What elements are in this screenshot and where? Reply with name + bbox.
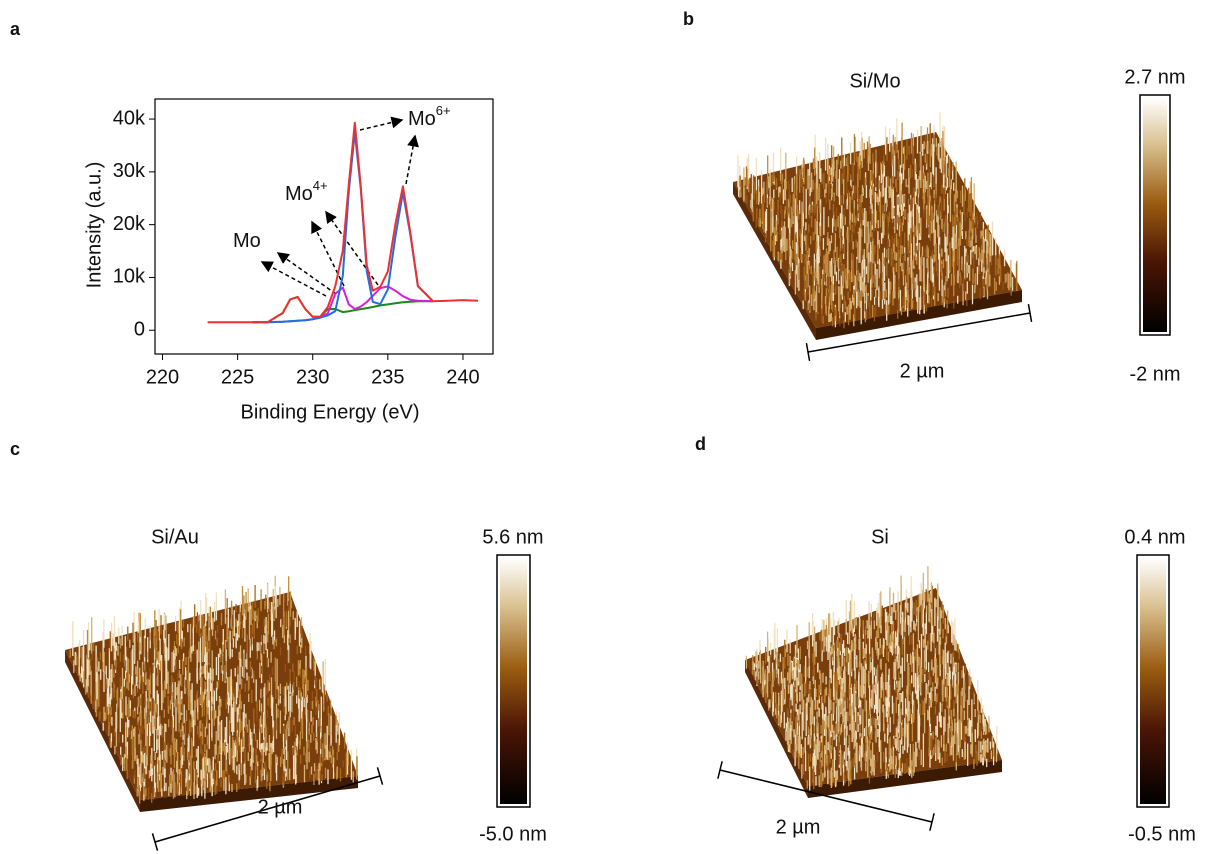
colorbar-max: 0.4 nm (1124, 526, 1185, 548)
panel-label: c (10, 439, 20, 459)
x-tick-label: 220 (146, 366, 179, 388)
colorbar-fill (1140, 558, 1166, 804)
scale-bar (719, 769, 933, 823)
plot-frame (154, 98, 494, 355)
afm-panel: Si/Mo 2 µm 2.7 nm -2 nm (733, 66, 1186, 385)
afm-edge (816, 290, 1022, 340)
colorbar-max: 2.7 nm (1124, 66, 1185, 88)
line-series (252, 285, 433, 324)
scale-bar-end (929, 813, 935, 831)
colorbar-min: -2 nm (1129, 363, 1180, 385)
afm-edge (745, 660, 808, 798)
y-tick-label: 20k (113, 213, 146, 235)
afm-panel: Si 2 µm 0.4 nm -0.5 nm (717, 526, 1196, 845)
scale-bar (807, 312, 1031, 353)
afm-spikes (745, 566, 998, 788)
y-tick-label: 0 (134, 319, 145, 341)
annotation: Mo4+ (285, 178, 328, 205)
x-tick-label: 230 (296, 366, 329, 388)
afm-panel: Si/Au 2 µm 5.6 nm -5.0 nm (65, 526, 547, 851)
scale-bar-end (376, 767, 384, 785)
colorbar-fill (1143, 98, 1167, 332)
y-tick-label: 10k (113, 266, 146, 288)
x-tick-label: 235 (371, 366, 404, 388)
arrow (405, 134, 419, 185)
scale-bar-end (805, 343, 811, 361)
x-axis-label: Binding Energy (eV) (241, 401, 420, 423)
afm-panels: Si/Mo 2 µm 2.7 nm -2 nm Si/Au 2 µm 5.6 nm -5.0 … (65, 66, 1196, 851)
scale-label: 2 µm (900, 360, 945, 382)
arrow (311, 220, 345, 287)
afm-spikes (137, 629, 344, 775)
afm-spikes (87, 593, 344, 800)
annotation: Mo6+ (408, 103, 451, 130)
panel-label: d (695, 434, 706, 454)
afm-edge (808, 760, 1002, 798)
line-series (252, 131, 434, 324)
afm-edge (140, 776, 358, 812)
annotation: Mo (233, 230, 261, 252)
y-axis-label: Intensity (a.u.) (83, 162, 105, 289)
panel-label: b (683, 9, 694, 29)
colorbar-min: -5.0 nm (479, 823, 547, 845)
y-tick-label: 30k (113, 160, 146, 182)
scale-bar (154, 775, 381, 843)
scale-label: 2 µm (776, 816, 821, 838)
x-tick-label: 240 (446, 366, 479, 388)
afm-title: Si/Au (151, 526, 199, 548)
arrow (325, 210, 379, 286)
scale-bar-end (717, 761, 723, 779)
scale-bar-end (1027, 304, 1033, 322)
line-series (207, 121, 479, 324)
arrow (260, 261, 327, 297)
x-tick-label: 225 (221, 366, 254, 388)
scale-bar-end (151, 833, 159, 851)
scale-label: 2 µm (258, 796, 303, 818)
line-series (252, 296, 433, 324)
colorbar-max: 5.6 nm (482, 526, 543, 548)
afm-title: Si/Mo (849, 70, 900, 92)
afm-spikes (740, 135, 1004, 323)
panel-label: a (10, 19, 21, 39)
arrow (359, 116, 404, 131)
y-tick-label: 40k (113, 107, 146, 129)
afm-edge (65, 650, 140, 812)
colorbar-min: -0.5 nm (1128, 823, 1196, 845)
afm-spikes (768, 145, 991, 327)
afm-title: Si (871, 526, 889, 548)
colorbar-fill (500, 558, 527, 804)
arrow (276, 252, 337, 295)
